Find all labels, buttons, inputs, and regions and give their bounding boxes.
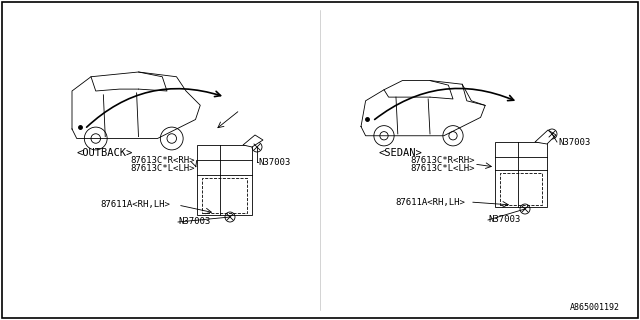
Text: N37003: N37003	[178, 218, 211, 227]
Text: 87613C*R<RH>: 87613C*R<RH>	[410, 156, 474, 164]
Text: 87613C*L<LH>: 87613C*L<LH>	[130, 164, 195, 172]
Bar	[500, 173, 542, 205]
Polygon shape	[535, 130, 556, 144]
Text: N37003: N37003	[488, 215, 520, 225]
Text: N37003: N37003	[558, 138, 590, 147]
Bar	[197, 145, 252, 215]
Text: 87611A<RH,LH>: 87611A<RH,LH>	[395, 197, 465, 206]
Text: 87613C*R<RH>: 87613C*R<RH>	[130, 156, 195, 164]
Bar	[202, 178, 247, 213]
Text: N37003: N37003	[258, 157, 291, 166]
Bar	[495, 142, 547, 207]
Text: A865001192: A865001192	[570, 303, 620, 312]
Polygon shape	[243, 135, 263, 147]
Text: 87613C*L<LH>: 87613C*L<LH>	[410, 164, 474, 172]
Text: 87611A<RH,LH>: 87611A<RH,LH>	[100, 201, 170, 210]
Text: <SEDAN>: <SEDAN>	[378, 148, 422, 158]
Text: <OUTBACK>: <OUTBACK>	[77, 148, 133, 158]
